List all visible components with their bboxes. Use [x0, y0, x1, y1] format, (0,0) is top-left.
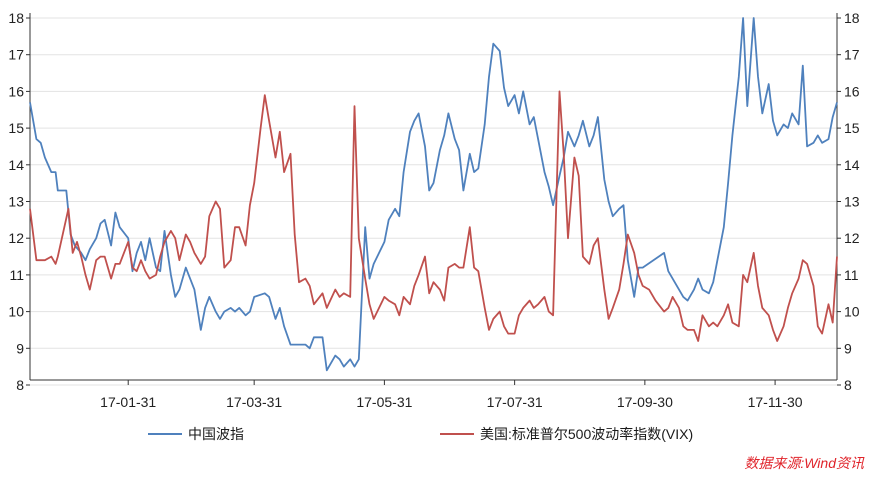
y-tick-label-left: 14: [8, 157, 24, 173]
y-tick-label-left: 16: [8, 83, 24, 99]
x-tick-label: 17-01-31: [100, 394, 156, 410]
y-tick-label-right: 16: [844, 83, 860, 99]
x-tick-label: 17-11-30: [748, 394, 803, 410]
series-lines: [29, 17, 838, 372]
y-tick-label-right: 8: [844, 377, 852, 393]
x-tick-label: 17-05-31: [356, 394, 412, 410]
y-tick-label-left: 12: [8, 230, 24, 246]
y-tick-label-right: 11: [844, 267, 859, 283]
series-line-us-vix: [29, 90, 838, 342]
y-tick-label-left: 18: [8, 10, 24, 26]
y-tick-label-right: 15: [844, 120, 860, 136]
source-note: 数据来源:Wind资讯: [744, 455, 864, 471]
legend-item-china-vix: 中国波指: [148, 424, 244, 444]
y-tick-label-left: 13: [8, 194, 24, 210]
y-tick-label-right: 18: [844, 10, 860, 26]
legend-swatch-china-vix: [148, 433, 182, 435]
axes: [26, 13, 841, 386]
legend-label-us-vix: 美国:标准普尔500波动率指数(VIX): [480, 426, 694, 442]
y-tick-label-left: 17: [8, 47, 24, 63]
y-tick-label-right: 17: [844, 47, 860, 63]
y-tick-label-left: 9: [16, 340, 24, 356]
y-tick-label-right: 14: [844, 157, 860, 173]
y-tick-label-left: 11: [9, 267, 24, 283]
tick-labels: 8 8 9 9 10 10 11 11 12 12 13 13 14 14 15 15 16 16 17 17 18 18…: [8, 10, 859, 410]
series-line-china-vix: [29, 17, 838, 372]
x-tick-label: 17-07-31: [487, 394, 543, 410]
legend-item-us-vix: 美国:标准普尔500波动率指数(VIX): [440, 424, 693, 444]
y-tick-label-right: 12: [844, 230, 860, 246]
y-tick-label-right: 9: [844, 340, 852, 356]
y-tick-label-right: 10: [844, 304, 860, 320]
x-tick-label: 17-09-30: [617, 394, 673, 410]
legend-label-china-vix: 中国波指: [188, 426, 244, 442]
y-tick-label-left: 10: [8, 304, 24, 320]
y-tick-label-left: 15: [8, 120, 24, 136]
legend: 中国波指 美国:标准普尔500波动率指数(VIX): [0, 424, 872, 448]
legend-swatch-us-vix: [440, 433, 474, 435]
y-tick-label-right: 13: [844, 194, 860, 210]
gridlines: [30, 17, 837, 386]
y-tick-label-left: 8: [16, 377, 24, 393]
x-tick-label: 17-03-31: [226, 394, 282, 410]
